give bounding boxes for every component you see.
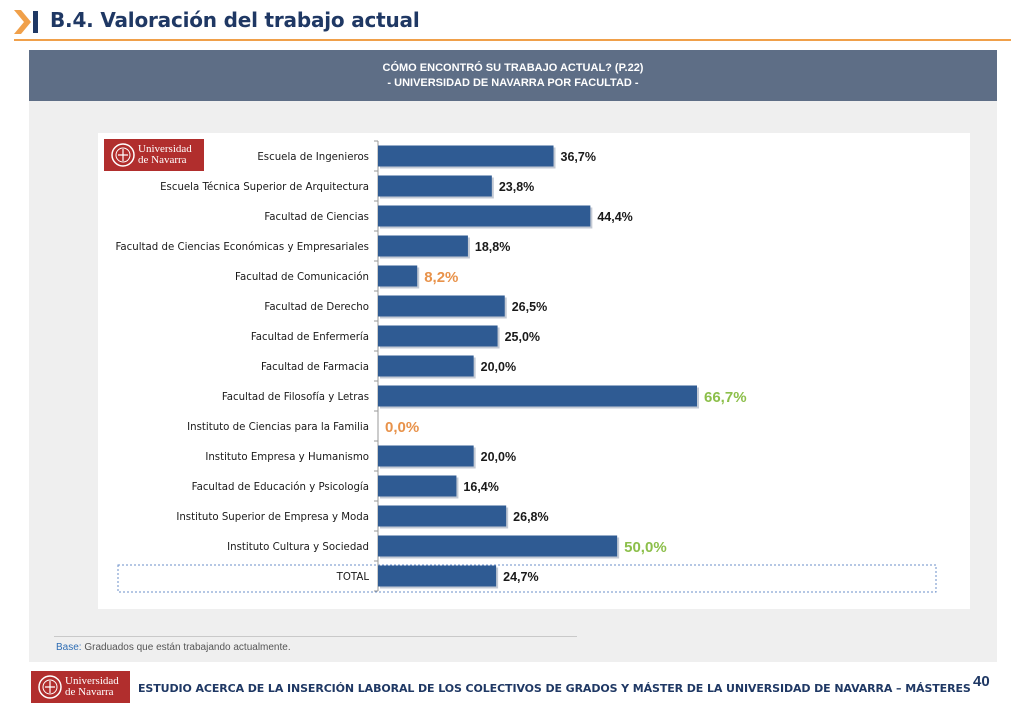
- category-label: TOTAL: [336, 572, 370, 583]
- bar: [378, 445, 474, 467]
- logo-line-1: Universidad: [138, 143, 192, 155]
- category-label: Instituto de Ciencias para la Familia: [187, 422, 369, 433]
- data-label: 18,8%: [475, 240, 510, 254]
- data-label: 8,2%: [424, 269, 458, 286]
- data-label: 24,7%: [503, 570, 538, 584]
- footer-logo-line-2: de Navarra: [65, 686, 114, 698]
- chart-title-bar: CÓMO ENCONTRÓ SU TRABAJO ACTUAL? (P.22) …: [29, 50, 997, 101]
- category-label: Facultad de Ciencias Económicas y Empres…: [115, 241, 369, 253]
- base-note-label: Base:: [56, 642, 82, 653]
- category-label: Facultad de Enfermería: [251, 331, 369, 343]
- chart-subtitle: - UNIVERSIDAD DE NAVARRA POR FACULTAD -: [387, 77, 639, 89]
- page-title: B.4. Valoración del trabajo actual: [50, 8, 420, 32]
- bar: [378, 265, 418, 287]
- seal-icon: [38, 675, 62, 699]
- category-label: Facultad de Filosofía y Letras: [222, 391, 369, 403]
- category-label: Facultad de Farmacia: [261, 362, 369, 373]
- total-highlight-box: [117, 564, 937, 593]
- university-logo: Universidad de Navarra: [104, 139, 204, 171]
- page-number: 40: [973, 673, 990, 690]
- category-label: Facultad de Derecho: [264, 302, 369, 313]
- footer-title: ESTUDIO ACERCA DE LA INSERCIÓN LABORAL D…: [138, 682, 971, 695]
- chevron-right-icon: [14, 10, 38, 34]
- footer-logo-line-1: Universidad: [65, 675, 119, 687]
- data-label: 44,4%: [597, 210, 632, 224]
- category-label: Instituto Cultura y Sociedad: [227, 542, 369, 553]
- data-label: 66,7%: [704, 389, 747, 406]
- bar: [378, 475, 457, 497]
- bar: [378, 175, 492, 197]
- data-label: 0,0%: [385, 419, 419, 436]
- data-label: 26,8%: [513, 510, 548, 524]
- data-label: 36,7%: [561, 150, 596, 164]
- bar: [378, 565, 497, 587]
- footer-university-logo: Universidad de Navarra: [31, 671, 130, 703]
- data-label: 20,0%: [481, 360, 516, 374]
- category-label: Instituto Empresa y Humanismo: [205, 452, 369, 463]
- category-label: Escuela de Ingenieros: [257, 152, 369, 163]
- bar: [378, 205, 591, 227]
- category-label: Escuela Técnica Superior de Arquitectura: [160, 181, 369, 193]
- bar: [378, 295, 505, 317]
- data-label: 16,4%: [463, 480, 498, 494]
- bar: [378, 235, 468, 257]
- data-label: 23,8%: [499, 180, 534, 194]
- data-label: 25,0%: [505, 330, 540, 344]
- chart-title: CÓMO ENCONTRÓ SU TRABAJO ACTUAL? (P.22): [382, 62, 644, 74]
- bar: [378, 145, 554, 167]
- bar: [378, 325, 498, 347]
- bar: [378, 505, 507, 527]
- bar: [378, 385, 697, 407]
- base-note-text: Graduados que están trabajando actualmen…: [84, 642, 291, 653]
- seal-icon: [111, 143, 135, 167]
- category-label: Facultad de Educación y Psicología: [192, 481, 369, 493]
- category-label: Facultad de Ciencias: [264, 212, 369, 223]
- logo-line-2: de Navarra: [138, 154, 187, 166]
- slide-header: B.4. Valoración del trabajo actual: [0, 0, 1024, 44]
- bar: [378, 355, 474, 377]
- data-label: 50,0%: [624, 539, 667, 556]
- data-label: 26,5%: [512, 300, 547, 314]
- category-label: Instituto Superior de Empresa y Moda: [176, 512, 369, 523]
- data-label: 20,0%: [481, 450, 516, 464]
- base-note: Base: Graduados que están trabajando act…: [56, 642, 291, 653]
- note-divider: [54, 636, 577, 637]
- header-divider: [14, 39, 1011, 41]
- category-label: Facultad de Comunicación: [235, 271, 369, 283]
- bar: [378, 535, 618, 557]
